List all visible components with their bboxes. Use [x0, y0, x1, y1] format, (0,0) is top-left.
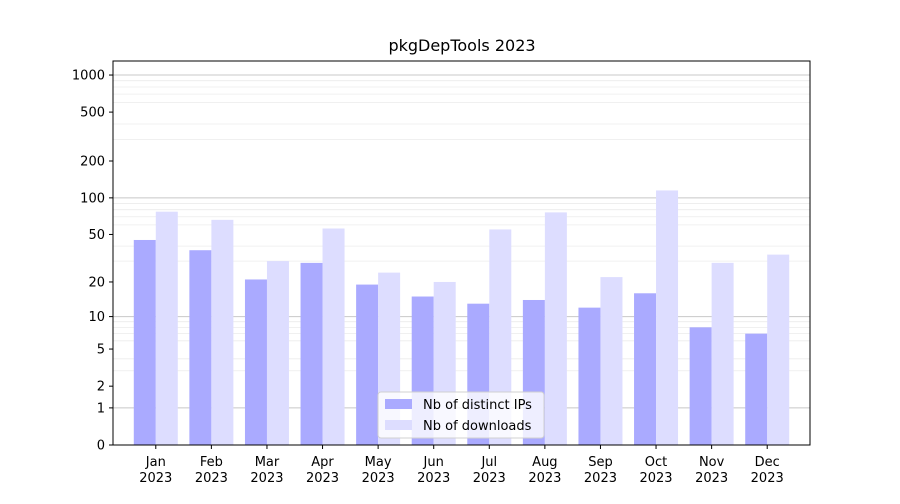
y-tick-label: 50: [88, 228, 105, 243]
y-tick-label: 500: [80, 106, 105, 121]
bar-distinct-ips: [745, 333, 768, 445]
x-tick-label-month: Jan: [145, 455, 166, 470]
bar-downloads: [211, 219, 234, 445]
x-tick-label-month: Mar: [255, 455, 280, 470]
bar-distinct-ips: [634, 293, 657, 445]
bar-downloads: [155, 211, 178, 445]
y-tick-label: 2: [97, 380, 105, 395]
x-tick-label-year: 2023: [584, 471, 617, 486]
x-tick-label-month: Oct: [645, 455, 667, 470]
x-tick-label-year: 2023: [250, 471, 283, 486]
y-tick-label: 20: [88, 275, 105, 290]
y-tick-label: 1: [97, 401, 105, 416]
x-tick-label-month: May: [365, 455, 392, 470]
x-tick-label-year: 2023: [195, 471, 228, 486]
x-tick-label-year: 2023: [306, 471, 339, 486]
y-tick-label: 1000: [72, 69, 105, 84]
x-tick-label-month: Dec: [755, 455, 780, 470]
x-tick-label-month: Aug: [532, 455, 557, 470]
x-tick-label-month: Sep: [588, 455, 613, 470]
plot-frame: [112, 60, 811, 446]
x-tick-label-month: Nov: [699, 455, 725, 470]
y-tick-label: 5: [97, 343, 105, 358]
x-tick-label-month: Feb: [200, 455, 223, 470]
legend: Nb of distinct IPs Nb of downloads: [377, 391, 545, 439]
bars: [133, 190, 790, 445]
bar-distinct-ips: [244, 279, 267, 445]
y-tick-label: 100: [80, 191, 105, 206]
x-tick-label-year: 2023: [528, 471, 561, 486]
bar-downloads: [322, 228, 345, 445]
bar-downloads: [767, 254, 790, 445]
bar-downloads: [266, 261, 289, 445]
x-tick-label-year: 2023: [639, 471, 672, 486]
y-tick-label: 0: [97, 439, 105, 454]
bar-distinct-ips: [356, 284, 379, 445]
bar-downloads: [656, 190, 679, 445]
x-tick-label-year: 2023: [473, 471, 506, 486]
axes: 01251020501002005001000Jan2023Feb2023Mar…: [72, 60, 811, 486]
bar-distinct-ips: [300, 262, 323, 445]
x-tick-label-month: Apr: [311, 455, 334, 470]
bar-distinct-ips: [189, 250, 212, 445]
bar-distinct-ips: [689, 327, 712, 445]
bar-downloads: [711, 262, 734, 445]
bar-downloads: [544, 212, 567, 445]
legend-box: [377, 391, 545, 439]
x-tick-label-year: 2023: [362, 471, 395, 486]
y-tick-label: 10: [88, 310, 105, 325]
legend-label: Nb of downloads: [423, 419, 532, 434]
legend-label: Nb of distinct IPs: [423, 398, 532, 413]
legend-swatch: [385, 399, 412, 409]
bar-distinct-ips: [578, 307, 601, 445]
chart-title: pkgDepTools 2023: [388, 36, 535, 55]
x-tick-label-year: 2023: [139, 471, 172, 486]
bar-distinct-ips: [133, 239, 156, 445]
bar-downloads: [489, 229, 512, 445]
x-tick-label-month: Jul: [480, 455, 497, 470]
y-tick-label: 200: [80, 155, 105, 170]
x-tick-label-year: 2023: [751, 471, 784, 486]
bar-downloads: [600, 277, 623, 445]
x-tick-label-year: 2023: [695, 471, 728, 486]
x-tick-label-year: 2023: [417, 471, 450, 486]
legend-swatch: [385, 420, 412, 430]
x-tick-label-month: Jun: [423, 455, 444, 470]
